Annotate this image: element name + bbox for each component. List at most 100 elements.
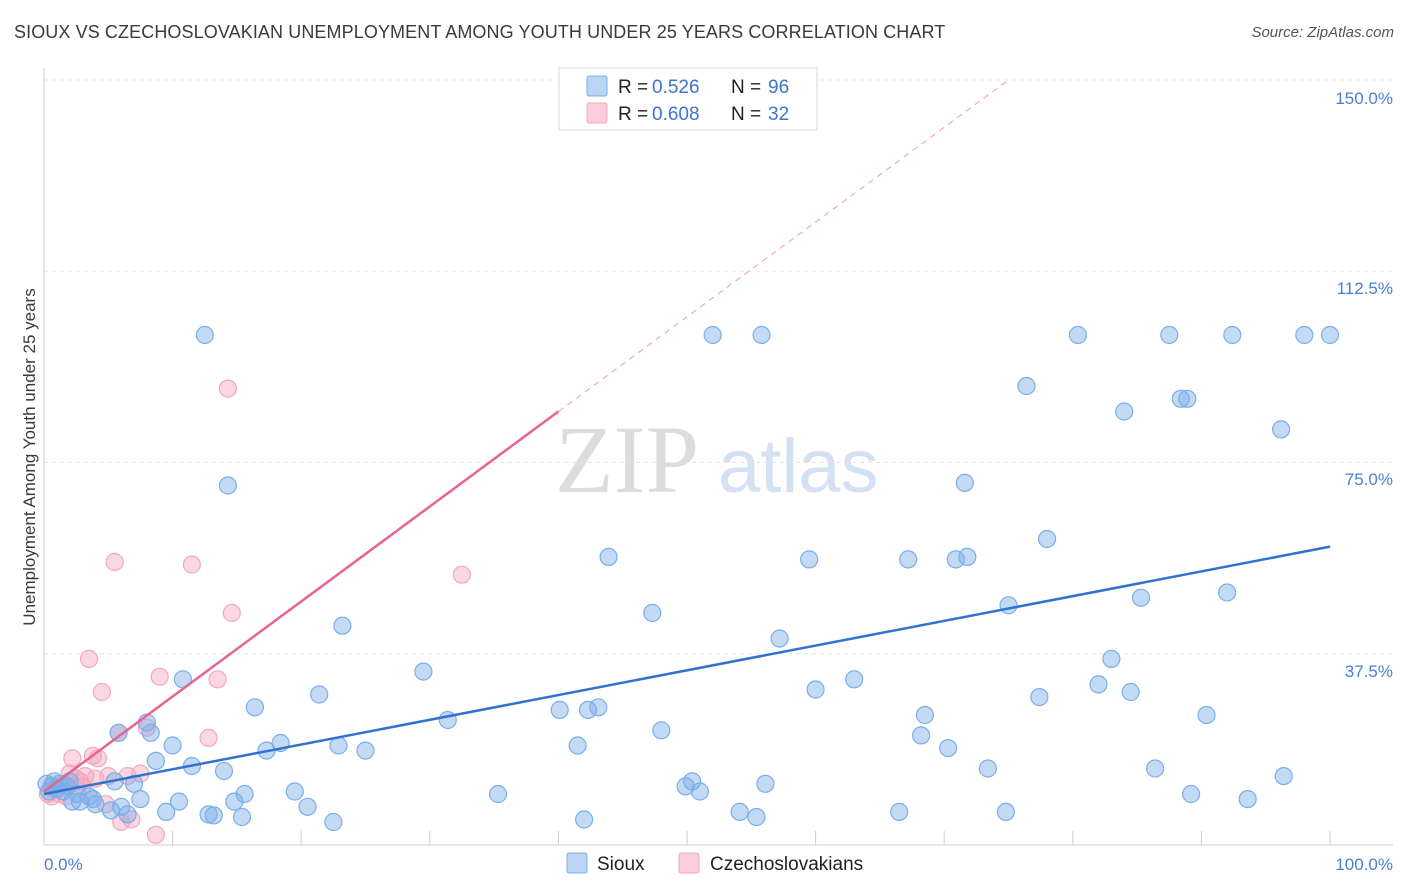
legend-top: R = 0.526 N = 96 R = 0.608 N = 32 [558,67,818,131]
grid [44,79,1393,655]
sioux-point [1131,588,1151,607]
sioux-point [86,795,105,814]
sioux-series [37,325,1340,832]
sioux-point [298,797,317,816]
sioux-point [1102,649,1121,669]
legend-n-label: N = [731,104,761,125]
czech-point [146,825,165,844]
trend-lines [43,79,1331,796]
sioux-point [978,759,998,778]
sioux-point [1037,529,1057,549]
legend-bottom-label-czech: Czechoslovakians [710,854,863,875]
sioux-point [414,662,433,681]
legend-n-value-czech: 32 [768,104,789,125]
sioux-point [752,325,771,345]
sioux-point [568,736,587,755]
legend-r-value-sioux: 0.526 [652,77,700,98]
chart-source: Source: ZipAtlas.com [1251,24,1394,41]
sioux-point [204,806,223,825]
sioux-point [195,325,214,345]
sioux-point [131,789,150,809]
sioux-point [1271,420,1291,439]
sioux-point [958,547,977,567]
sioux-point [1295,325,1314,345]
sioux-point [800,550,819,569]
sioux-point [996,802,1016,822]
sioux-point [770,629,789,648]
czech-point [105,552,124,572]
czech-point [199,728,218,748]
sioux-point [1320,325,1340,345]
sioux-point [169,792,189,811]
sioux-point [915,705,935,725]
sioux-point [1030,687,1049,707]
sioux-point [199,805,218,824]
sioux-point [578,700,598,720]
sioux-point [550,700,569,720]
sioux-point [938,738,958,758]
legend-r-value-czech: 0.608 [652,104,700,125]
sioux-point [756,774,775,793]
sioux-point [643,603,662,623]
sioux-point [1160,325,1179,345]
sioux-point [955,473,974,492]
x-tick-label: 100.0% [1335,855,1393,874]
legend-swatch-sioux [586,75,608,97]
sioux-point [218,476,237,495]
sioux-point [1115,402,1134,421]
sioux-point [146,751,165,771]
czech-point [182,555,201,574]
sioux-point [690,782,710,801]
sioux-point [1223,325,1242,345]
sioux-point [703,325,722,345]
sioux-point [1181,784,1201,804]
y-tick-label: 75.0% [1345,470,1393,489]
sioux-point [652,721,671,740]
czech-point [218,379,237,398]
sioux-point [285,782,304,801]
legend-bottom-swatch-sioux [566,852,588,874]
sioux-point [225,792,244,811]
sioux-point [356,741,375,760]
sioux-point [310,685,329,704]
sioux-point [112,797,131,816]
x-tick-label: 0.0% [44,855,83,874]
chart-title: SIOUX VS CZECHOSLOVAKIAN UNEMPLOYMENT AM… [14,22,946,42]
sioux-point [109,723,128,742]
sioux-trend-line [43,545,1331,796]
sioux-point [1197,705,1216,725]
sioux-point [488,784,508,804]
czech-point [150,667,169,686]
sioux-point [845,670,864,689]
legend-bottom: Sioux Czechoslovakians [566,852,863,875]
watermark-atlas: atlas [718,424,879,509]
y-tick-label: 150.0% [1335,89,1393,108]
sioux-point [599,547,618,567]
sioux-point [806,680,825,699]
sioux-point [589,698,608,717]
sioux-point [1145,759,1165,778]
sioux-point [83,789,103,809]
czech-series [38,379,471,844]
sioux-point [324,812,343,832]
sioux-point [899,550,918,569]
sioux-point [730,802,749,822]
sioux-point [1274,766,1293,786]
czech-trend-extension [558,79,1009,412]
sioux-point [333,616,352,635]
sioux-point [1217,583,1237,602]
sioux-point [141,723,160,742]
sioux-point [235,784,254,804]
sioux-point [245,698,264,717]
legend-r-label: R = [618,104,648,125]
sioux-point [747,807,766,827]
sioux-point [124,774,144,793]
legend-n-label: N = [731,77,761,98]
x-tick-marks [43,831,1331,845]
legend-swatch-czech [586,102,608,124]
y-axis-label: Unemployment Among Youth under 25 years [20,288,39,625]
sioux-point [911,726,931,745]
czech-point [208,670,227,689]
legend-n-value-sioux: 96 [768,77,789,98]
czech-point [79,649,99,669]
